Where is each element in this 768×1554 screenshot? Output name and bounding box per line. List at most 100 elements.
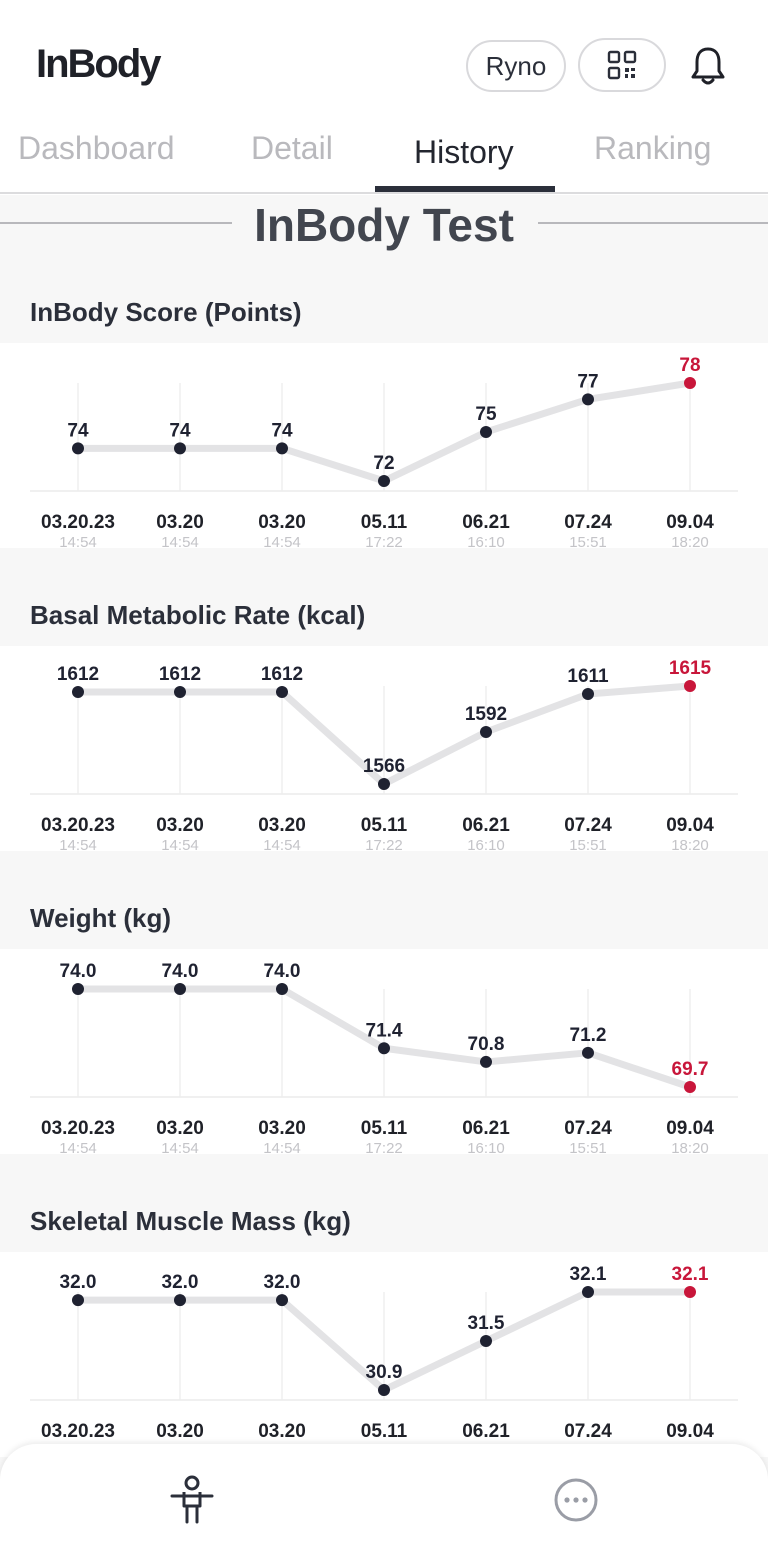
user-profile-button[interactable]: Ryno [466,40,566,92]
data-point[interactable] [72,442,84,455]
date-tick-label: 05.11 [361,815,408,836]
data-label: 1612 [57,664,99,685]
data-point[interactable] [480,726,492,738]
time-tick-label: 16:10 [467,837,505,851]
metric-title-bmr: Basal Metabolic Rate (kcal) [30,600,366,630]
data-point[interactable] [72,1294,84,1307]
tab-dashboard[interactable]: Dashboard [18,130,175,166]
data-label: 71.4 [366,1020,403,1041]
weight-chart[interactable]: 74.0 03.20.23 14:54 74.0 03.20 14:54 74.0 03.20… [0,949,768,1154]
data-point[interactable] [174,1294,186,1307]
metric-title-inbody-score: InBody Score (Points) [30,297,302,327]
date-tick-label: 06.21 [462,815,510,836]
date-tick-label: 03.20 [156,512,204,533]
data-point[interactable] [174,686,186,698]
date-tick-label: 03.20.23 [41,512,115,533]
date-tick-label: 03.20.23 [41,1118,115,1139]
app-header: InBody Ryno Dashboard Detail History Ran… [0,0,768,195]
tab-detail[interactable]: Detail [251,130,333,166]
date-tick-label: 03.20 [258,815,306,836]
time-tick-label: 18:20 [671,534,709,548]
tab-ranking[interactable]: Ranking [594,130,712,166]
data-point[interactable] [684,377,696,389]
date-tick-label: 07.24 [564,512,612,533]
data-label: 74.0 [60,961,97,982]
time-tick-label: 18:20 [671,1140,709,1154]
metric-title-smm: Skeletal Muscle Mass (kg) [30,1206,351,1236]
data-label: 77 [577,371,598,392]
data-point[interactable] [276,686,288,698]
date-tick-label: 09.04 [666,815,714,836]
time-tick-label: 17:22 [365,534,403,548]
data-point[interactable] [480,1335,492,1347]
bmr-chart[interactable]: 1612 03.20.23 14:54 1612 03.20 14:54 1612 03.20… [0,646,768,851]
data-point[interactable] [378,1384,390,1396]
date-tick-label: 03.20 [258,1118,306,1139]
section-header: InBody Test [0,196,768,258]
time-tick-label: 16:10 [467,1140,505,1154]
time-tick-label: 14:54 [59,837,97,851]
data-label: 32.1 [570,1264,607,1285]
data-point[interactable] [174,983,186,995]
time-tick-label: 14:54 [59,534,97,548]
active-tab-indicator [375,186,555,192]
chart-svg: 161203.20.2314:54161203.2014:54161203.20… [30,658,738,851]
data-point[interactable] [72,686,84,698]
data-point[interactable] [684,680,696,692]
date-tick-label: 09.04 [666,1421,714,1442]
data-point[interactable] [684,1286,696,1298]
data-label: 31.5 [468,1313,505,1334]
time-tick-label: 15:51 [569,1140,607,1154]
data-point[interactable] [582,688,594,700]
date-tick-label: 06.21 [462,1421,510,1442]
data-point[interactable] [378,475,390,487]
data-point[interactable] [72,983,84,995]
more-nav-button[interactable] [548,1472,604,1528]
data-point[interactable] [684,1081,696,1093]
date-tick-label: 05.11 [361,1421,408,1442]
data-point[interactable] [174,442,186,455]
skeletal-muscle-chart[interactable]: 32.0 03.20.23 32.0 03.20 32.0 03.20 30.9 05.11 3… [0,1252,768,1457]
time-tick-label: 16:10 [467,534,505,548]
time-tick-label: 14:54 [161,837,199,851]
data-label: 74 [67,420,89,441]
data-point[interactable] [582,1286,594,1298]
bottom-navigation [0,1444,768,1554]
data-point[interactable] [276,1294,288,1307]
qr-code-button[interactable] [578,38,666,92]
bell-icon [691,47,725,85]
data-point[interactable] [480,1055,492,1068]
data-point[interactable] [582,393,594,406]
chart-svg: 7403.20.2314:547403.2014:547403.2014:547… [30,355,738,548]
date-tick-label: 03.20.23 [41,1421,115,1442]
time-tick-label: 17:22 [365,837,403,851]
divider-left [0,222,232,224]
data-label: 74 [271,420,293,441]
time-tick-label: 14:54 [263,1140,301,1154]
data-point[interactable] [480,426,492,438]
body-figure-icon [170,1475,214,1524]
notifications-button[interactable] [686,44,730,88]
date-tick-label: 03.20 [156,1421,204,1442]
time-tick-label: 15:51 [569,837,607,851]
data-point[interactable] [378,1042,390,1055]
date-tick-label: 03.20 [258,1421,306,1442]
body-composition-nav-button[interactable] [164,1472,220,1528]
time-tick-label: 14:54 [161,534,199,548]
inbody-score-chart[interactable]: 74 03.20.23 14:54 74 03.20 14:54 74 03.20 14:54 7… [0,343,768,548]
tab-bar: Dashboard Detail History Ranking [0,118,768,194]
data-point[interactable] [378,778,390,790]
tab-history[interactable]: History [414,134,514,170]
metric-title-weight: Weight (kg) [30,903,172,933]
data-point[interactable] [582,1046,594,1059]
data-point[interactable] [276,442,288,455]
data-label: 1566 [363,756,405,777]
data-label: 32.0 [264,1272,301,1293]
data-label: 1615 [669,658,712,679]
app-logo: InBody [36,42,162,86]
data-label: 74.0 [162,961,199,982]
data-point[interactable] [276,983,288,995]
time-tick-label: 14:54 [263,837,301,851]
date-tick-label: 07.24 [564,1118,612,1139]
date-tick-label: 05.11 [361,512,408,533]
